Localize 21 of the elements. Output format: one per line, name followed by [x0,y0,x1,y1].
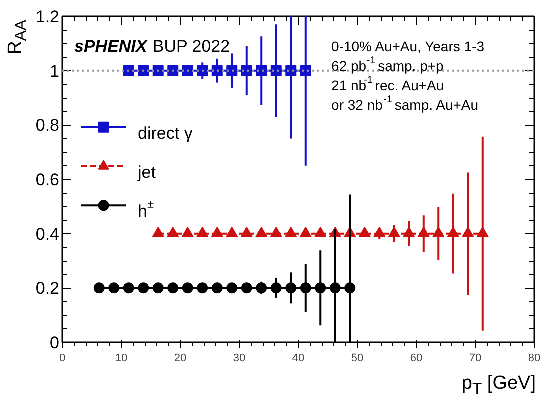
x-tick-label: 50 [351,352,364,364]
annotation: sPHENIX BUP 2022 [74,37,230,56]
y-tick-label: 0.2 [36,279,60,298]
x-tick-label: 20 [174,352,187,364]
y-tick-label: 0 [50,334,60,352]
y-tick-label: 1.2 [36,8,60,26]
y-tick-label: 1 [50,62,60,81]
x-tick-label: 70 [469,352,482,364]
x-tick-label: 40 [292,352,305,364]
legend-label: jet [137,162,156,182]
y-tick-label: 0.4 [36,224,60,244]
x-tick-label: 80 [528,352,541,364]
y-tick-label: 0.8 [36,116,60,136]
x-tick-label: 60 [410,352,423,364]
y-tick-label: 0.6 [36,170,60,190]
x-tick-label: 30 [233,352,246,364]
x-axis-title: p$_{T}$ [GeV] [460,372,536,400]
annotation: 0-10% Au+Au, Years 1-3 [332,38,485,54]
legend-label: direct γ [138,124,194,143]
legend-label: h± [138,197,155,222]
x-tick-label: 10 [115,352,128,364]
